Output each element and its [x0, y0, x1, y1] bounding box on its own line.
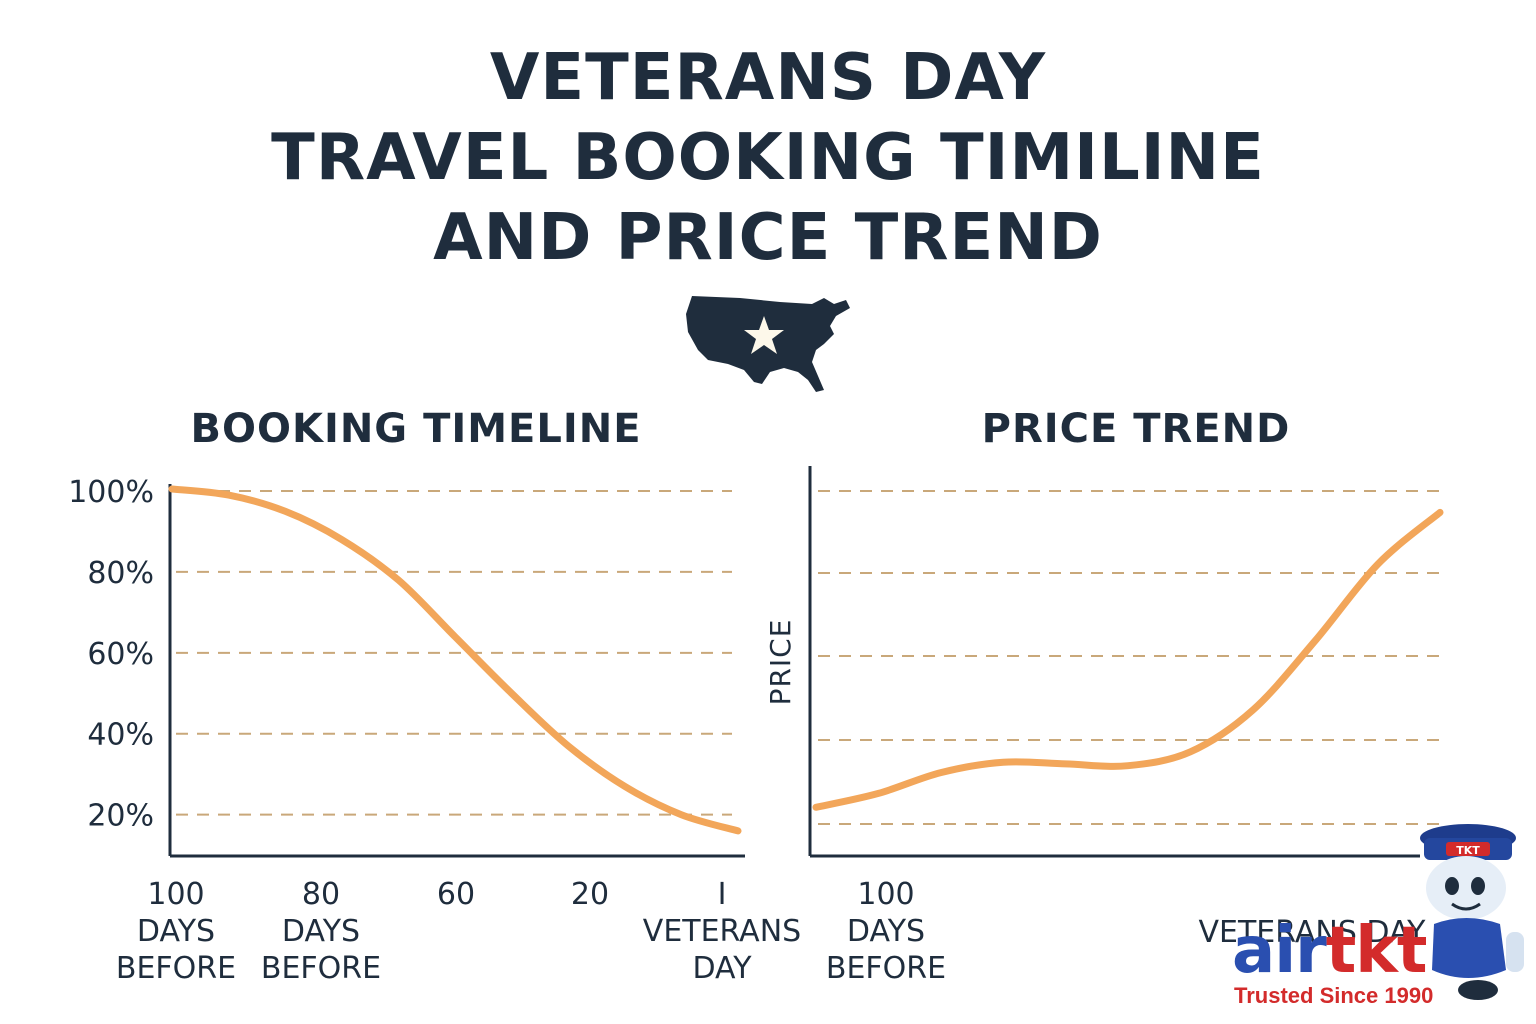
- title-line-1: VETERANS DAY: [489, 41, 1047, 115]
- booking-series-line: [168, 485, 742, 835]
- booking-x-tick-line: DAYS: [137, 914, 215, 949]
- price-trend-title: PRICE TREND: [982, 406, 1291, 452]
- chart-title: VETERANS DAY TRAVEL BOOKING TIMILINE AND…: [0, 38, 1536, 278]
- usa-map-star-icon: [686, 296, 850, 392]
- booking-x-tick-line: VETERANS: [643, 914, 801, 949]
- booking-timeline-title: BOOKING TIMELINE: [190, 406, 641, 452]
- price-x-tick-line: 100: [857, 877, 914, 912]
- booking-x-tick-line: 60: [437, 877, 475, 912]
- brand-tagline: Trusted Since 1990: [1234, 983, 1434, 1008]
- brand-name-part2: tkt: [1325, 914, 1428, 988]
- booking-x-tick-label: 100 DAYS BEFORE: [116, 877, 236, 986]
- price-trend-chart: PRICE TREND PRICE 100 DAYS BEFORE VETERANS …: [764, 406, 1446, 986]
- booking-x-tick-line: BEFORE: [116, 951, 236, 986]
- price-y-axis-label: PRICE: [764, 619, 797, 706]
- price-x-tick-line: VETERANS DAY: [1198, 915, 1426, 950]
- booking-x-tick-label: I VETERANS DAY: [643, 877, 801, 986]
- price-x-tick-label: VETERANS DAY: [1198, 915, 1426, 950]
- booking-x-tick-label: 80 DAYS BEFORE: [261, 877, 381, 986]
- price-x-tick-line: BEFORE: [826, 951, 946, 986]
- booking-x-tick-line: 20: [571, 877, 609, 912]
- booking-x-tick-line: BEFORE: [261, 951, 381, 986]
- booking-y-tick-label: 100%: [68, 475, 154, 510]
- price-x-tick-line: DAYS: [847, 914, 925, 949]
- booking-y-tick-label: 20%: [87, 799, 154, 834]
- price-x-tick-label: 100 DAYS BEFORE: [826, 877, 946, 986]
- booking-y-tick-label: 40%: [87, 718, 154, 753]
- title-line-3: AND PRICE TREND: [433, 201, 1103, 275]
- title-line-2: TRAVEL BOOKING TIMILINE: [271, 121, 1265, 195]
- booking-x-tick-line: DAYS: [282, 914, 360, 949]
- booking-x-tick-label: 60: [437, 877, 475, 912]
- mascot-logo: TKT: [1420, 824, 1524, 1000]
- booking-x-tick-line: I: [718, 877, 727, 912]
- booking-x-tick-label: 20: [571, 877, 609, 912]
- booking-x-tick-line: DAY: [692, 951, 752, 986]
- mascot-badge-text: TKT: [1456, 844, 1480, 857]
- booking-timeline-chart: BOOKING TIMELINE 100%80%60%40%20% 100 DAY…: [68, 406, 801, 986]
- brand-name-part1: air: [1232, 914, 1327, 988]
- booking-x-tick-line: 80: [302, 877, 340, 912]
- brand-name: airtkt: [1232, 914, 1428, 988]
- booking-y-tick-label: 80%: [87, 556, 154, 591]
- booking-y-tick-label: 60%: [87, 637, 154, 672]
- booking-x-tick-line: 100: [147, 877, 204, 912]
- price-series-line: [812, 508, 1444, 811]
